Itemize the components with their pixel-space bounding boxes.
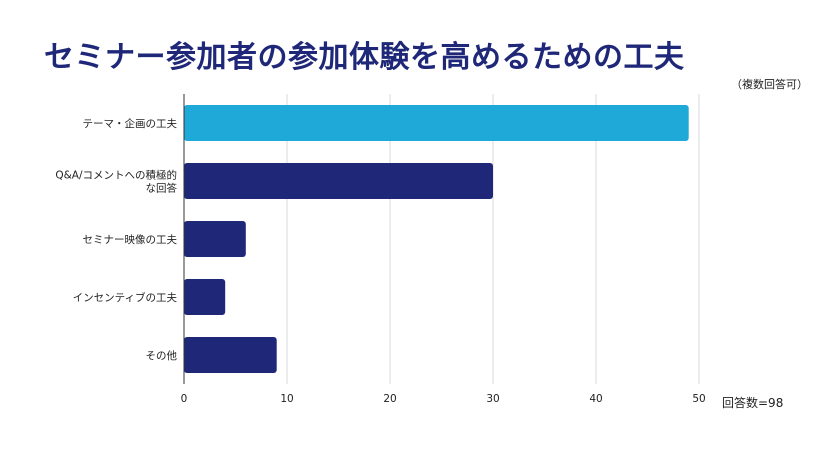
category-label: な回答 bbox=[146, 182, 178, 195]
bar bbox=[184, 337, 277, 373]
chart-title: セミナー参加者の参加体験を高めるための工夫 bbox=[44, 40, 685, 75]
chart-subtitle: （複数回答可） bbox=[731, 78, 808, 91]
category-label: セミナー映像の工夫 bbox=[83, 234, 178, 246]
response-count-note: 回答数=98 bbox=[722, 396, 784, 410]
bar bbox=[184, 279, 226, 315]
x-tick-label: 40 bbox=[589, 393, 602, 405]
bar bbox=[184, 163, 493, 199]
category-label: Q&A/コメントへの積極的 bbox=[55, 169, 177, 182]
x-tick-label: 20 bbox=[383, 393, 396, 405]
bar bbox=[184, 105, 689, 141]
bar bbox=[184, 221, 246, 257]
category-label: テーマ・企画の工夫 bbox=[83, 117, 178, 130]
x-tick-label: 0 bbox=[181, 393, 188, 405]
category-label: インセンティブの工夫 bbox=[73, 291, 178, 304]
x-tick-label: 30 bbox=[486, 393, 499, 405]
x-tick-label: 50 bbox=[692, 393, 705, 405]
x-tick-label: 10 bbox=[280, 393, 293, 405]
category-label: その他 bbox=[146, 349, 178, 362]
